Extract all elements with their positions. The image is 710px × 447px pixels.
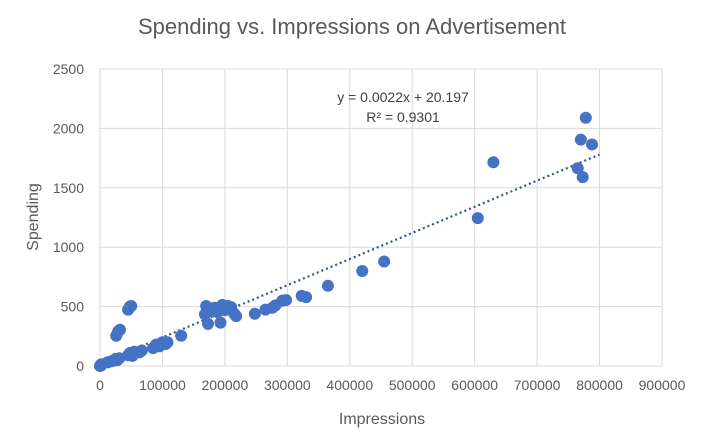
- y-tick-label: 0: [76, 358, 84, 374]
- data-point: [574, 133, 587, 146]
- x-tick-label: 100000: [139, 377, 186, 393]
- data-point: [378, 255, 391, 268]
- x-tick-label: 200000: [202, 377, 249, 393]
- y-tick-labels: 0 500 1000 1500 2000 2500: [53, 61, 84, 374]
- data-point: [280, 294, 293, 307]
- data-point: [230, 310, 243, 323]
- trendline-layer: [99, 153, 600, 365]
- data-point: [214, 316, 227, 329]
- data-point: [321, 279, 334, 292]
- x-tick-label: 300000: [264, 377, 311, 393]
- trendline-equation: y = 0.0022x + 20.197: [337, 89, 469, 105]
- data-point: [300, 291, 313, 304]
- data-point: [135, 344, 148, 357]
- y-tick-label: 1500: [53, 180, 84, 196]
- data-point: [248, 307, 261, 320]
- x-tick-label: 500000: [389, 377, 436, 393]
- y-tick-label: 2000: [53, 120, 84, 136]
- y-axis-label: Spending: [25, 183, 42, 251]
- y-tick-label: 1000: [53, 239, 84, 255]
- data-point: [571, 162, 584, 175]
- x-tick-label: 900000: [639, 377, 686, 393]
- data-point: [579, 111, 592, 124]
- x-tick-label: 700000: [514, 377, 561, 393]
- data-point: [576, 171, 589, 184]
- y-tick-label: 500: [61, 299, 85, 315]
- data-point: [202, 317, 215, 330]
- x-tick-label: 800000: [576, 377, 623, 393]
- data-point: [161, 336, 174, 349]
- trendline-r-squared: R² = 0.9301: [366, 109, 440, 125]
- x-axis-label: Impressions: [339, 411, 425, 428]
- data-point: [125, 300, 138, 313]
- x-tick-label: 400000: [326, 377, 373, 393]
- data-point: [175, 329, 188, 342]
- data-point: [471, 212, 484, 225]
- data-points: [94, 111, 599, 372]
- data-point: [487, 156, 500, 169]
- data-point: [586, 138, 599, 151]
- chart-title: Spending vs. Impressions on Advertisemen…: [138, 14, 566, 39]
- y-tick-label: 2500: [53, 61, 84, 77]
- data-point: [113, 323, 126, 336]
- x-tick-labels: 0 100000 200000 300000 400000 500000 600000 700…: [96, 377, 685, 393]
- trendline: [99, 153, 600, 365]
- data-point: [356, 264, 369, 277]
- x-tick-label: 0: [96, 377, 104, 393]
- x-tick-label: 600000: [451, 377, 498, 393]
